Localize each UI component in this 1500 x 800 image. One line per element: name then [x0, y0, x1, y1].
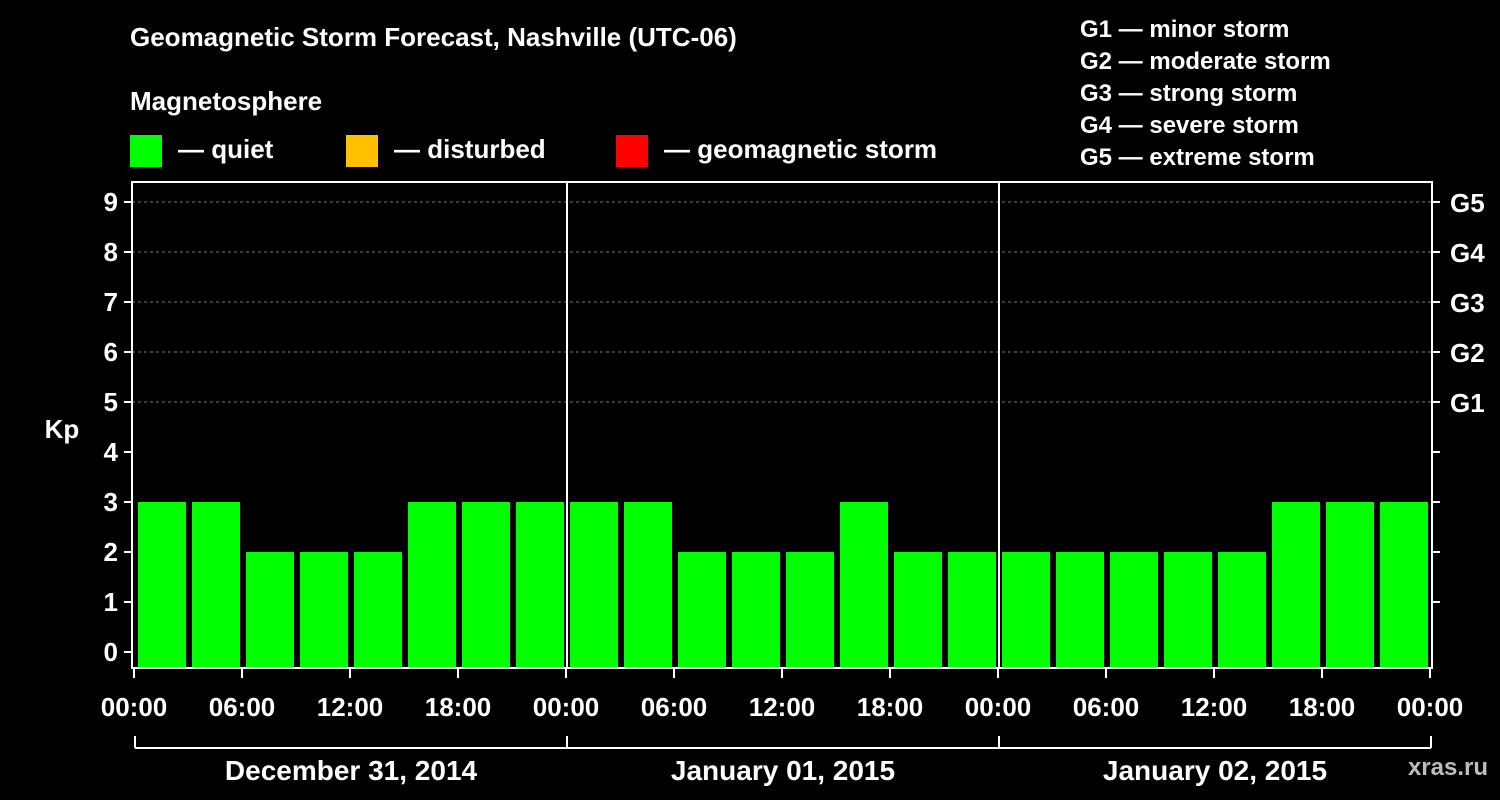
storm-scale-g4: G4 — severe storm [1080, 112, 1299, 139]
kp-bar [840, 502, 888, 668]
legend-label-storm: — geomagnetic storm [664, 134, 938, 164]
x-tick-label: 18:00 [857, 692, 924, 722]
day-label: January 01, 2015 [671, 755, 895, 786]
kp-bar [1110, 552, 1158, 668]
kp-bar [678, 552, 726, 668]
x-tick-label: 06:00 [209, 692, 276, 722]
storm-level-label: G3 [1450, 288, 1485, 318]
x-tick-label: 18:00 [1289, 692, 1356, 722]
x-tick-label: 06:00 [1073, 692, 1140, 722]
x-tick-label: 00:00 [101, 692, 168, 722]
legend-swatch-storm [616, 135, 648, 167]
chart-title: Geomagnetic Storm Forecast, Nashville (U… [130, 22, 737, 52]
storm-scale-g5: G5 — extreme storm [1080, 144, 1315, 171]
storm-level-label: G4 [1450, 238, 1485, 268]
kp-bar [354, 552, 402, 668]
storm-level-label: G5 [1450, 188, 1485, 218]
x-tick-label: 12:00 [1181, 692, 1248, 722]
kp-bar [948, 552, 996, 668]
x-tick-label: 00:00 [1397, 692, 1464, 722]
storm-scale-g2: G2 — moderate storm [1080, 48, 1331, 75]
magnetosphere-heading: Magnetosphere [130, 86, 323, 116]
x-tick-label: 18:00 [425, 692, 492, 722]
storm-level-label: G2 [1450, 338, 1485, 368]
y-tick-label: 8 [104, 237, 118, 267]
y-axis-label: Kp [45, 414, 80, 444]
y-tick-label: 6 [104, 337, 118, 367]
day-label: December 31, 2014 [225, 755, 478, 786]
kp-bar [192, 502, 240, 668]
x-tick-label: 00:00 [965, 692, 1032, 722]
storm-scale-g3: G3 — strong storm [1080, 80, 1298, 107]
x-tick-label: 00:00 [533, 692, 600, 722]
kp-bar [732, 552, 780, 668]
y-tick-label: 0 [104, 637, 118, 667]
y-tick-label: 2 [104, 537, 118, 567]
kp-bar [1272, 502, 1320, 668]
kp-bar [1002, 552, 1050, 668]
storm-level-label: G1 [1450, 388, 1485, 418]
x-tick-label: 12:00 [749, 692, 816, 722]
kp-bar [1056, 552, 1104, 668]
kp-bar [462, 502, 510, 668]
legend-label-disturbed: — disturbed [394, 134, 546, 164]
kp-bar [1326, 502, 1374, 668]
y-tick-label: 3 [104, 487, 118, 517]
kp-bar [1164, 552, 1212, 668]
watermark: xras.ru [1407, 754, 1488, 781]
kp-bar [1380, 502, 1428, 668]
y-tick-label: 4 [104, 437, 119, 467]
legend-swatch-quiet [130, 135, 162, 167]
kp-bar [624, 502, 672, 668]
kp-bar [1218, 552, 1266, 668]
day-label: January 02, 2015 [1103, 755, 1327, 786]
kp-bar [570, 502, 618, 668]
y-tick-label: 1 [104, 587, 118, 617]
kp-bar [246, 552, 294, 668]
kp-bar [516, 502, 564, 668]
legend-label-quiet: — quiet [178, 134, 274, 164]
kp-bar [300, 552, 348, 668]
kp-bar [894, 552, 942, 668]
y-tick-label: 9 [104, 187, 118, 217]
y-tick-label: 7 [104, 287, 118, 317]
legend-swatch-disturbed [346, 135, 378, 167]
x-tick-label: 12:00 [317, 692, 384, 722]
kp-bar [138, 502, 186, 668]
kp-bar [408, 502, 456, 668]
y-tick-label: 5 [104, 387, 118, 417]
kp-bar [786, 552, 834, 668]
x-tick-label: 06:00 [641, 692, 708, 722]
storm-scale-g1: G1 — minor storm [1080, 16, 1290, 43]
